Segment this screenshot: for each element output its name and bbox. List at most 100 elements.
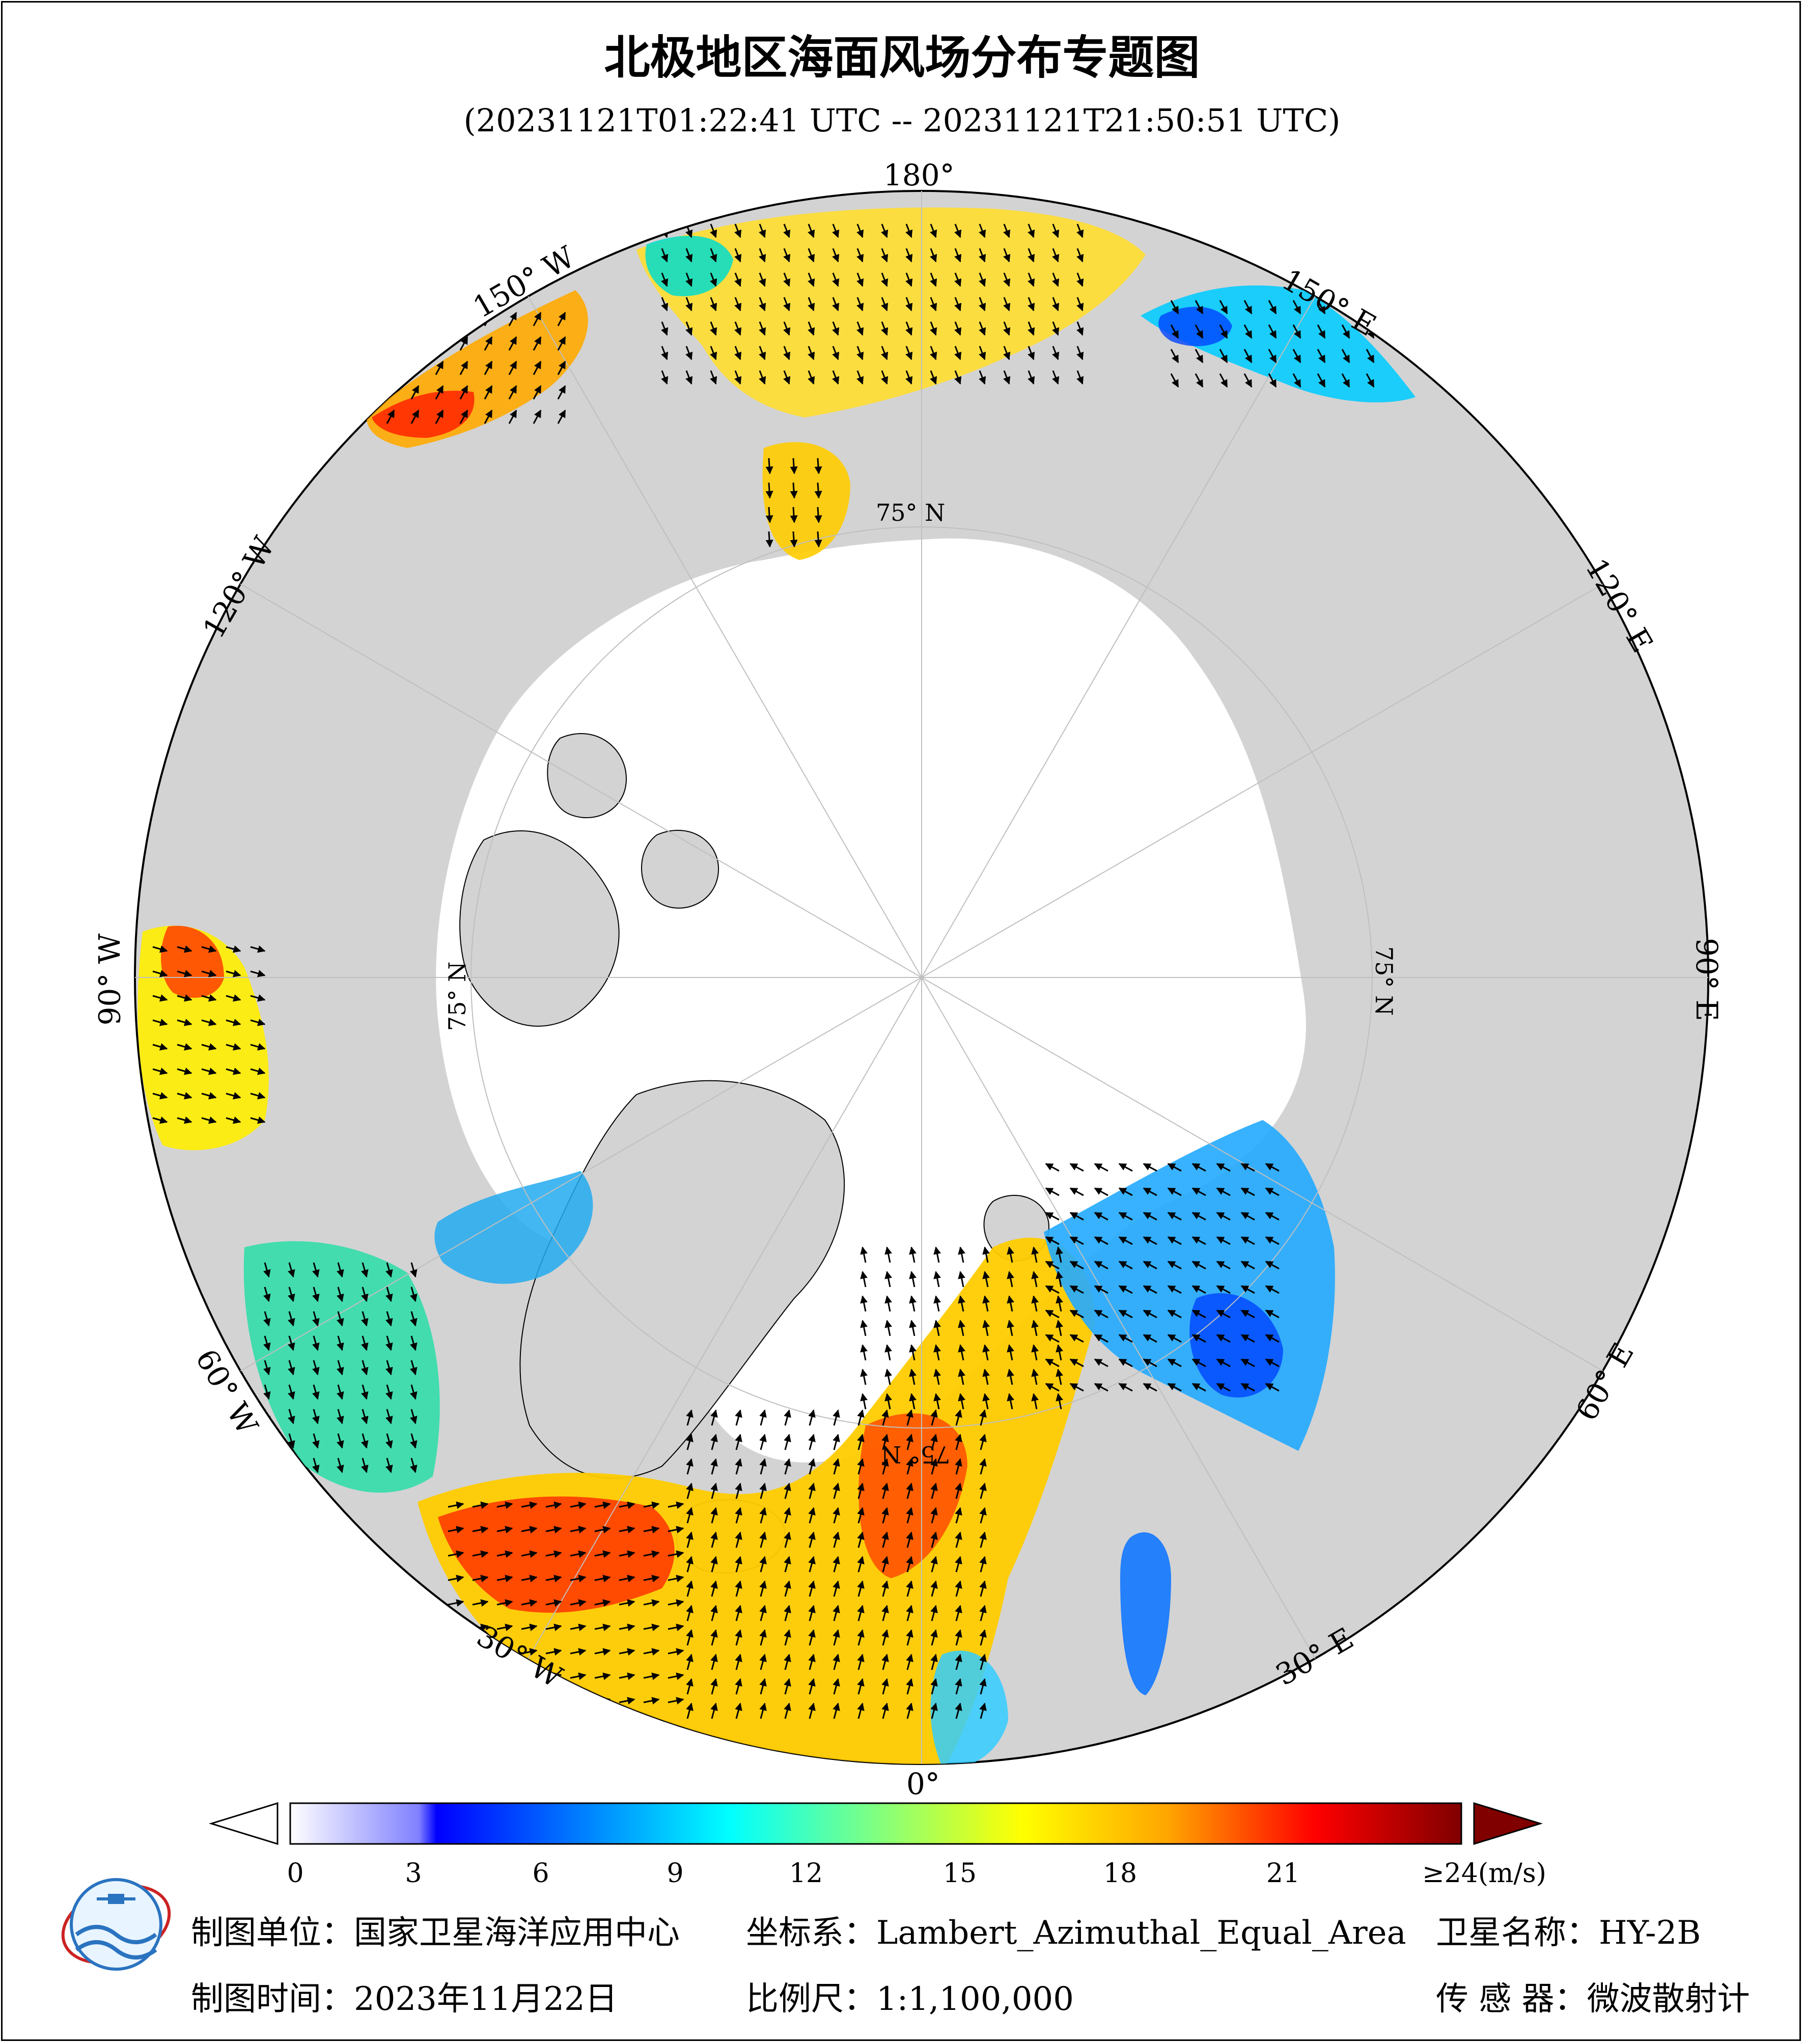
wind-arrow bbox=[857, 1556, 865, 1573]
footer-scale: 比例尺：1:1,100,000 bbox=[746, 1980, 1074, 2018]
wind-arrow bbox=[790, 458, 798, 474]
wind-arrow bbox=[594, 1599, 611, 1607]
colorbar-tick: 21 bbox=[1266, 1858, 1300, 1889]
wind-arrow bbox=[1069, 1285, 1084, 1294]
wind-arrow bbox=[508, 409, 517, 424]
wind-arrow bbox=[759, 1678, 767, 1695]
wind-arrow bbox=[881, 1580, 889, 1597]
wind-arrow bbox=[905, 321, 913, 336]
wind-arrow bbox=[710, 370, 717, 385]
wind-arrow bbox=[385, 1335, 393, 1351]
wind-arrow bbox=[661, 370, 669, 385]
wind-arrow bbox=[385, 1286, 393, 1302]
wind-arrow bbox=[832, 1531, 840, 1548]
wind-arrow bbox=[448, 1526, 464, 1534]
wind-arrow bbox=[735, 1507, 742, 1524]
wind-arrow bbox=[884, 1320, 893, 1336]
wind-arrow bbox=[1007, 1368, 1015, 1385]
wind-arrow bbox=[337, 1335, 344, 1351]
wind-arrow bbox=[1195, 373, 1204, 388]
wind-arrow bbox=[668, 1501, 684, 1509]
wind-arrow bbox=[933, 1246, 941, 1263]
wind-arrow bbox=[1056, 1246, 1064, 1263]
wind-arrow bbox=[832, 1629, 840, 1646]
wind-arrow bbox=[1031, 1368, 1039, 1385]
wind-arrow bbox=[521, 1501, 538, 1509]
wind-arrow bbox=[521, 1697, 538, 1705]
wind-arrow bbox=[759, 272, 766, 287]
wind-arrow bbox=[312, 1286, 320, 1302]
wind-arrow bbox=[808, 1458, 816, 1475]
wind-arrow bbox=[710, 1580, 718, 1597]
wind-arrow bbox=[619, 1697, 635, 1705]
wind-arrow bbox=[906, 1507, 913, 1524]
wind-arrow bbox=[954, 346, 962, 360]
wind-arrow bbox=[979, 223, 986, 238]
wind-arrow bbox=[860, 1246, 868, 1263]
wind-arrow bbox=[410, 1384, 418, 1400]
colorbar bbox=[208, 1802, 1543, 1845]
wind-arrow bbox=[832, 1654, 840, 1670]
wind-arrow bbox=[1143, 1212, 1157, 1221]
wind-arrow bbox=[1143, 1383, 1157, 1392]
wind-arrow bbox=[930, 321, 937, 336]
wind-arrow bbox=[288, 1262, 295, 1278]
wind-arrow bbox=[1191, 1309, 1206, 1319]
wind-arrow bbox=[361, 1311, 369, 1327]
wind-arrow bbox=[955, 1678, 962, 1695]
wind-arrow bbox=[1191, 1187, 1206, 1196]
wind-arrow bbox=[860, 1344, 868, 1361]
wind-arrow bbox=[1265, 1334, 1280, 1343]
wind-arrow bbox=[1045, 1285, 1060, 1294]
wind-arrow bbox=[1007, 1393, 1015, 1410]
wind-arrow bbox=[288, 1384, 295, 1400]
wind-arrow bbox=[1167, 1285, 1182, 1294]
wind-arrow bbox=[881, 1556, 889, 1573]
wind-arrow bbox=[288, 1433, 295, 1449]
wind-arrow bbox=[1243, 300, 1253, 315]
wind-arrow bbox=[710, 1458, 718, 1475]
wind-arrow bbox=[1240, 1187, 1255, 1196]
wind-arrow bbox=[570, 1599, 587, 1607]
wind-arrow bbox=[1143, 1187, 1157, 1196]
wind-arrow bbox=[734, 248, 742, 263]
wind-arrow bbox=[884, 1271, 893, 1287]
wind-arrow bbox=[263, 1262, 271, 1278]
wind-arrow bbox=[1045, 1212, 1060, 1221]
wind-arrow bbox=[361, 1262, 369, 1278]
wind-arrow bbox=[958, 1271, 966, 1287]
wind-arrow bbox=[312, 1262, 320, 1278]
wind-arrow bbox=[410, 409, 420, 424]
wind-arrow bbox=[1118, 1187, 1133, 1196]
wind-arrow bbox=[955, 1556, 962, 1573]
wind-arrow bbox=[808, 370, 815, 385]
wind-arrow bbox=[906, 1434, 913, 1450]
wind-arrow bbox=[784, 1702, 791, 1719]
wind-arrow bbox=[759, 370, 766, 385]
parallel-label-top: 75° N bbox=[876, 499, 946, 526]
wind-arrow bbox=[1170, 349, 1179, 363]
wind-arrow bbox=[1118, 1236, 1133, 1245]
wind-arrow bbox=[686, 1580, 693, 1597]
wind-arrow bbox=[906, 1556, 913, 1573]
wind-arrow bbox=[263, 1311, 271, 1327]
wind-arrow bbox=[288, 1458, 295, 1473]
wind-arrow bbox=[594, 1697, 611, 1705]
wind-arrow bbox=[808, 272, 815, 287]
wind-arrow bbox=[881, 223, 889, 238]
wind-arrow bbox=[570, 1526, 587, 1534]
wind-arrow bbox=[472, 1550, 489, 1558]
wind-arrow bbox=[784, 1531, 791, 1548]
wind-swath-north-atlantic bbox=[418, 1238, 1095, 1764]
wind-arrow bbox=[1243, 324, 1253, 339]
wind-arrow bbox=[1069, 1334, 1084, 1343]
wind-arrow bbox=[906, 1702, 913, 1719]
wind-arrow bbox=[930, 1654, 938, 1670]
wind-arrow bbox=[263, 1433, 271, 1449]
wind-swath-labrador bbox=[243, 1241, 440, 1493]
wind-arrow bbox=[435, 336, 444, 351]
wind-arrow bbox=[385, 1262, 393, 1278]
wind-arrow bbox=[710, 1507, 718, 1524]
